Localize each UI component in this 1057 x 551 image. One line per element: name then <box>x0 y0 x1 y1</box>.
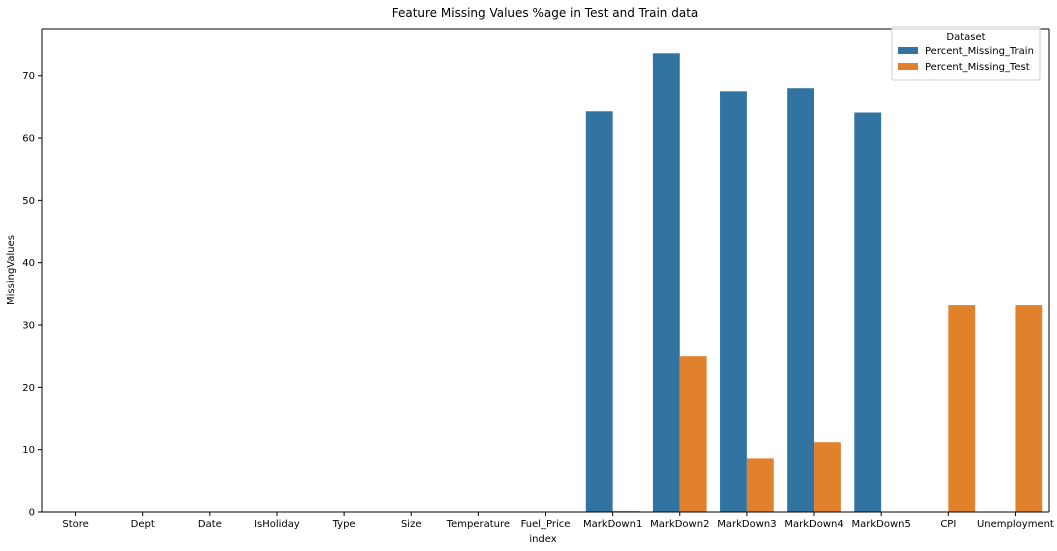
y-tick-label: 70 <box>22 71 35 82</box>
legend-swatch-test <box>898 63 918 70</box>
y-tick-label: 20 <box>22 383 35 394</box>
bar-test-markdown2 <box>679 356 707 512</box>
x-tick-label: CPI <box>940 519 956 530</box>
x-tick-label: Store <box>62 519 88 530</box>
y-tick-label: 60 <box>22 134 35 145</box>
bar-test-unemployment <box>1015 305 1043 512</box>
y-tick-label: 50 <box>22 196 35 207</box>
legend: Dataset Percent_Missing_Train Percent_Mi… <box>891 26 1041 81</box>
legend-label-test: Percent_Missing_Test <box>925 62 1030 73</box>
x-tick-label: Unemployment <box>977 519 1054 530</box>
x-tick-label: Type <box>332 519 356 530</box>
x-tick-label: MarkDown3 <box>717 519 776 530</box>
y-tick-label: 0 <box>29 508 35 519</box>
legend-label-train: Percent_Missing_Train <box>925 46 1034 57</box>
y-tick-label: 10 <box>22 445 35 456</box>
y-tick-label: 40 <box>22 258 35 269</box>
x-tick-label: MarkDown2 <box>650 519 709 530</box>
bar-train-markdown2 <box>652 53 680 513</box>
plot-area: 0 10 20 30 40 50 60 70 Store Dept Date IsHoliday Typ… <box>22 28 1054 530</box>
x-tick-label: MarkDown1 <box>583 519 642 530</box>
x-tick-label: Temperature <box>446 519 510 530</box>
x-tick-label: MarkDown4 <box>784 519 843 530</box>
bar-train-markdown1 <box>585 111 613 513</box>
x-tick-label: Dept <box>131 519 155 530</box>
bar-train-markdown3 <box>720 91 747 512</box>
legend-title: Dataset <box>946 32 985 43</box>
bar-train-markdown4 <box>787 88 815 513</box>
chart-title: Feature Missing Values %age in Test and … <box>392 6 699 20</box>
x-tick-label: IsHoliday <box>254 519 300 530</box>
x-tick-label: Date <box>198 519 222 530</box>
bar-train-markdown5 <box>854 112 882 512</box>
x-axis-label: index <box>529 534 556 545</box>
bar-test-markdown4 <box>814 442 841 512</box>
x-tick-label: Fuel_Price <box>521 519 571 530</box>
legend-swatch-train <box>898 47 918 54</box>
bar-test-cpi <box>948 305 976 512</box>
x-tick-label: MarkDown5 <box>851 519 910 530</box>
y-axis-label: MissingValues <box>6 235 17 305</box>
x-tick-label: Size <box>401 519 422 530</box>
y-tick-label: 30 <box>22 321 35 332</box>
bar-test-markdown3 <box>746 458 774 512</box>
legend-frame <box>891 26 1041 81</box>
